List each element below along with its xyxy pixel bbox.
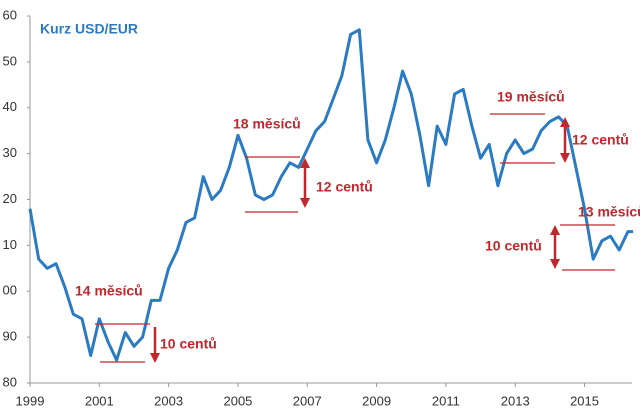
annotation: 19 měsíců — [497, 89, 565, 105]
y-tick-label: 60 — [3, 7, 17, 22]
annotation: 18 měsíců — [233, 116, 301, 132]
annotation: 13 měsíců — [578, 204, 640, 220]
y-tick-label: 90 — [3, 329, 17, 344]
annotation: 12 centů — [316, 179, 373, 195]
y-tick-label: 30 — [3, 145, 17, 160]
annotations: 14 měsíců 10 centů 18 měsíců 12 centů 19… — [75, 89, 640, 363]
x-tick-label: 2007 — [293, 393, 322, 408]
y-tick-label: 20 — [3, 191, 17, 206]
x-tick-label: 2009 — [362, 393, 391, 408]
y-tick-label: 00 — [3, 283, 17, 298]
y-tick-label: 10 — [3, 237, 17, 252]
x-tick-label: 2011 — [432, 393, 460, 408]
chart-title: Kurz USD/EUR — [40, 21, 138, 37]
annotation: 10 centů — [485, 238, 542, 254]
annotation: 12 centů — [572, 132, 629, 148]
x-tick-label: 2003 — [154, 393, 183, 408]
y-tick-label: 50 — [3, 53, 17, 68]
x-tick-label: 2013 — [501, 393, 530, 408]
annotation: 14 měsíců — [75, 283, 143, 299]
annotation: 10 centů — [160, 336, 217, 352]
y-tick-label: 40 — [3, 99, 17, 114]
x-tick-label: 2005 — [223, 393, 252, 408]
x-tick-label: 2015 — [570, 393, 599, 408]
x-tick-label: 2001 — [85, 393, 114, 408]
y-tick-label: 80 — [3, 374, 17, 389]
line — [28, 28, 634, 362]
x-tick-label: 1999 — [16, 393, 45, 408]
